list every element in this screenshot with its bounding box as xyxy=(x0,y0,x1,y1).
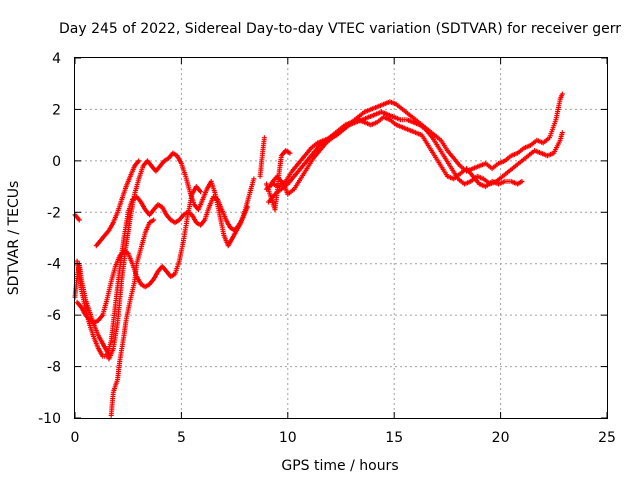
plot-frame xyxy=(74,57,608,419)
series-markers xyxy=(74,194,250,359)
series-track-6 xyxy=(108,217,157,418)
x-tick-label: 5 xyxy=(177,430,186,446)
series-markers xyxy=(266,114,525,205)
y-tick-label: -6 xyxy=(47,308,61,324)
grid xyxy=(75,58,607,418)
x-axis-label: GPS time / hours xyxy=(281,458,398,474)
x-tick-label: 20 xyxy=(492,430,510,446)
chart-title: Day 245 of 2022, Sidereal Day-to-day VTE… xyxy=(59,21,621,37)
series-markers xyxy=(72,150,257,362)
data-series xyxy=(72,91,565,418)
y-tick-label: -8 xyxy=(47,360,61,376)
x-tick-label: 10 xyxy=(279,430,297,446)
y-tick-label: -2 xyxy=(47,205,61,221)
x-tick-label: 0 xyxy=(71,430,80,446)
series-track-1 xyxy=(72,212,82,223)
series-track-2 xyxy=(72,150,257,362)
series-markers xyxy=(93,158,142,249)
y-axis-label: SDTVAR / TECUs xyxy=(6,181,22,296)
x-tick-label: 15 xyxy=(385,430,403,446)
axis-ticks: 0 5 10 15 20 25 -10 -8 -6 -4 -2 0 2 4 xyxy=(38,51,616,446)
y-tick-label: 0 xyxy=(52,154,61,170)
y-tick-label: 4 xyxy=(52,51,61,67)
series-markers xyxy=(108,217,157,418)
y-tick-label: 2 xyxy=(52,102,61,118)
series-track-11 xyxy=(266,114,525,205)
series-markers xyxy=(72,212,82,223)
series-track-5 xyxy=(93,158,142,249)
x-tick-label: 25 xyxy=(598,430,616,446)
y-tick-label: -4 xyxy=(47,257,61,273)
series-track-3 xyxy=(74,194,250,359)
series-markers xyxy=(257,135,267,179)
series-track-7 xyxy=(257,135,267,179)
y-tick-label: -10 xyxy=(38,411,61,427)
